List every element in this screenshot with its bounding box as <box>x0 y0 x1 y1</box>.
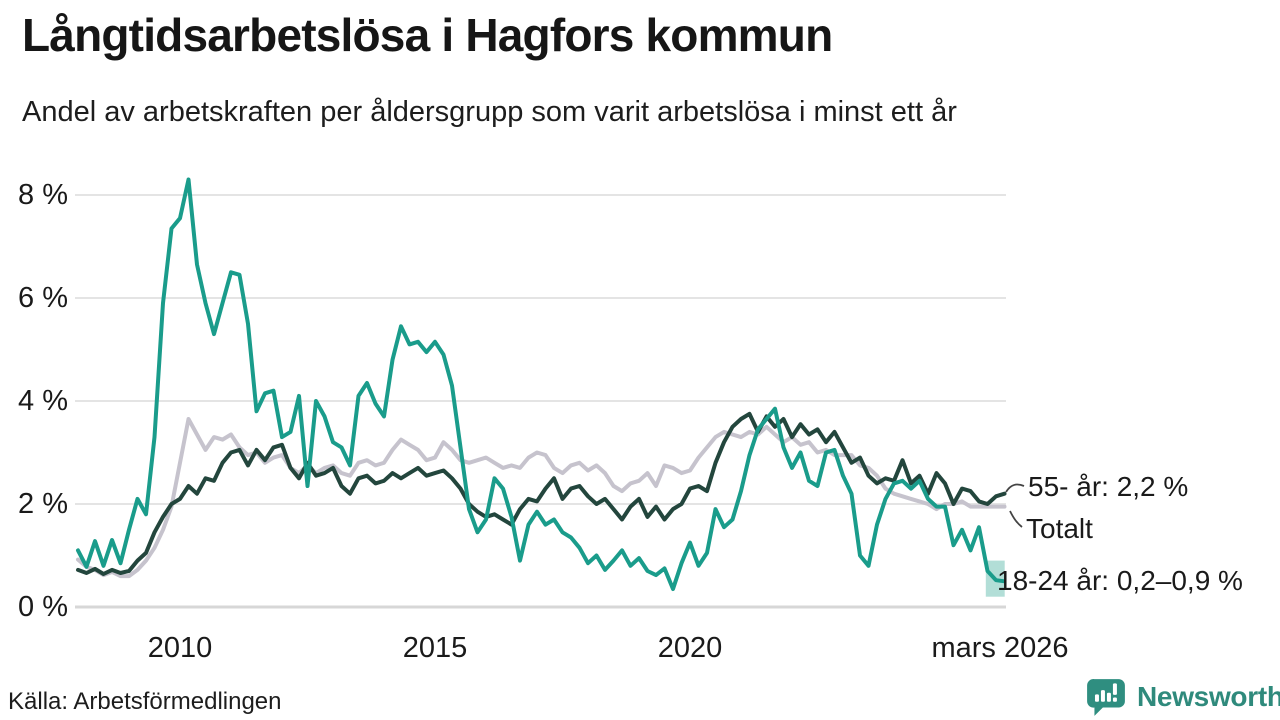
label-connector-55 <box>1005 483 1025 493</box>
y-axis-tick-label: 4 % <box>18 385 68 417</box>
page-title: Långtidsarbetslösa i Hagfors kommun <box>22 9 833 61</box>
series-line-Totalt <box>76 417 1007 579</box>
x-axis-tick-label: mars 2026 <box>931 632 1069 664</box>
series-line-18-24-år <box>76 177 1007 591</box>
x-axis-tick-label: 2020 <box>657 632 723 664</box>
x-axis-tick-label: 2015 <box>402 632 468 664</box>
newsworthy-logo: Newsworthy <box>1085 676 1280 718</box>
x-axis-tick-label: 2010 <box>147 632 213 664</box>
series-label-55: 55- år: 2,2 % <box>1028 471 1189 502</box>
label-connector-totalt <box>1009 510 1023 528</box>
newsworthy-bubble-icon <box>1087 679 1125 716</box>
y-axis-tick-label: 8 % <box>18 179 68 211</box>
series-label-totalt: Totalt <box>1026 513 1093 544</box>
y-axis-tick-label: 0 % <box>18 591 68 623</box>
y-axis-tick-label: 2 % <box>18 488 68 520</box>
y-axis-tick-label: 6 % <box>18 282 68 314</box>
series-label-18-24: 18-24 år: 0,2–0,9 % <box>997 565 1243 596</box>
series-line-55--år <box>76 411 1007 576</box>
chart-subtitle: Andel av arbetskraften per åldersgrupp s… <box>22 96 957 128</box>
newsworthy-wordmark: Newsworthy <box>1137 681 1280 712</box>
source-note: Källa: Arbetsförmedlingen <box>8 688 282 715</box>
